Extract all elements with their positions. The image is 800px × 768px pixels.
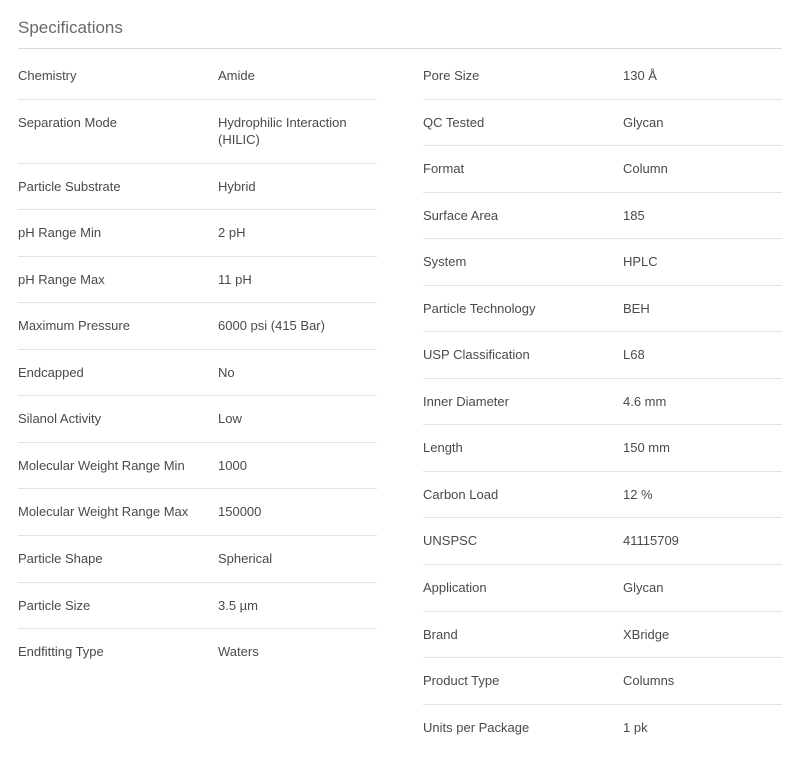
- spec-value: Hydrophilic Interaction (HILIC): [218, 114, 377, 149]
- spec-value: L68: [623, 346, 782, 364]
- spec-label: Endcapped: [18, 364, 218, 382]
- spec-value: 150000: [218, 503, 377, 521]
- spec-row: FormatColumn: [423, 146, 782, 193]
- spec-row: Carbon Load12 %: [423, 472, 782, 519]
- spec-row: UNSPSC41115709: [423, 518, 782, 565]
- spec-label: Maximum Pressure: [18, 317, 218, 335]
- spec-value: 130 Å: [623, 67, 782, 85]
- spec-label: Particle Substrate: [18, 178, 218, 196]
- spec-value: 12 %: [623, 486, 782, 504]
- spec-label: Product Type: [423, 672, 623, 690]
- spec-row: Separation ModeHydrophilic Interaction (…: [18, 100, 377, 164]
- spec-value: Spherical: [218, 550, 377, 568]
- spec-label: Length: [423, 439, 623, 457]
- spec-row: Particle ShapeSpherical: [18, 536, 377, 583]
- spec-label: Carbon Load: [423, 486, 623, 504]
- spec-value: Glycan: [623, 114, 782, 132]
- spec-value: 1 pk: [623, 719, 782, 737]
- spec-row: Silanol ActivityLow: [18, 396, 377, 443]
- spec-value: 41115709: [623, 532, 782, 550]
- spec-row: Maximum Pressure6000 psi (415 Bar): [18, 303, 377, 350]
- spec-label: USP Classification: [423, 346, 623, 364]
- spec-label: Particle Size: [18, 597, 218, 615]
- spec-row: Pore Size130 Å: [423, 53, 782, 100]
- spec-row: Molecular Weight Range Min1000: [18, 443, 377, 490]
- spec-row: ApplicationGlycan: [423, 565, 782, 612]
- spec-value: Hybrid: [218, 178, 377, 196]
- spec-value: 150 mm: [623, 439, 782, 457]
- spec-label: Endfitting Type: [18, 643, 218, 661]
- spec-row: USP ClassificationL68: [423, 332, 782, 379]
- spec-label: Units per Package: [423, 719, 623, 737]
- title-divider: [18, 48, 782, 49]
- specifications-columns: ChemistryAmideSeparation ModeHydrophilic…: [18, 53, 782, 750]
- spec-label: Chemistry: [18, 67, 218, 85]
- spec-label: QC Tested: [423, 114, 623, 132]
- specifications-right-column: Pore Size130 ÅQC TestedGlycanFormatColum…: [423, 53, 782, 750]
- spec-row: BrandXBridge: [423, 612, 782, 659]
- spec-label: Brand: [423, 626, 623, 644]
- spec-row: Inner Diameter4.6 mm: [423, 379, 782, 426]
- spec-row: Molecular Weight Range Max150000: [18, 489, 377, 536]
- spec-value: BEH: [623, 300, 782, 318]
- spec-value: 1000: [218, 457, 377, 475]
- spec-value: No: [218, 364, 377, 382]
- spec-label: Particle Technology: [423, 300, 623, 318]
- spec-row: Particle TechnologyBEH: [423, 286, 782, 333]
- spec-value: 3.5 µm: [218, 597, 377, 615]
- specifications-title: Specifications: [18, 18, 782, 38]
- spec-value: Column: [623, 160, 782, 178]
- spec-label: Silanol Activity: [18, 410, 218, 428]
- spec-label: Separation Mode: [18, 114, 218, 149]
- spec-row: ChemistryAmide: [18, 53, 377, 100]
- spec-value: 6000 psi (415 Bar): [218, 317, 377, 335]
- spec-label: System: [423, 253, 623, 271]
- spec-row: EndcappedNo: [18, 350, 377, 397]
- spec-value: Glycan: [623, 579, 782, 597]
- spec-row: SystemHPLC: [423, 239, 782, 286]
- spec-row: pH Range Min2 pH: [18, 210, 377, 257]
- spec-value: 185: [623, 207, 782, 225]
- spec-label: pH Range Max: [18, 271, 218, 289]
- spec-label: Surface Area: [423, 207, 623, 225]
- spec-label: Molecular Weight Range Max: [18, 503, 218, 521]
- spec-value: Waters: [218, 643, 377, 661]
- spec-row: Length150 mm: [423, 425, 782, 472]
- spec-value: HPLC: [623, 253, 782, 271]
- spec-value: 4.6 mm: [623, 393, 782, 411]
- spec-row: Endfitting TypeWaters: [18, 629, 377, 675]
- spec-row: Particle SubstrateHybrid: [18, 164, 377, 211]
- spec-value: XBridge: [623, 626, 782, 644]
- spec-value: Low: [218, 410, 377, 428]
- spec-label: pH Range Min: [18, 224, 218, 242]
- spec-value: Amide: [218, 67, 377, 85]
- spec-label: Application: [423, 579, 623, 597]
- spec-value: 2 pH: [218, 224, 377, 242]
- spec-label: Inner Diameter: [423, 393, 623, 411]
- specifications-left-column: ChemistryAmideSeparation ModeHydrophilic…: [18, 53, 377, 750]
- spec-row: Surface Area185: [423, 193, 782, 240]
- spec-label: Pore Size: [423, 67, 623, 85]
- spec-value: Columns: [623, 672, 782, 690]
- spec-label: Format: [423, 160, 623, 178]
- spec-row: Particle Size3.5 µm: [18, 583, 377, 630]
- spec-label: UNSPSC: [423, 532, 623, 550]
- spec-row: Product TypeColumns: [423, 658, 782, 705]
- spec-label: Molecular Weight Range Min: [18, 457, 218, 475]
- spec-row: Units per Package1 pk: [423, 705, 782, 751]
- spec-label: Particle Shape: [18, 550, 218, 568]
- spec-value: 11 pH: [218, 271, 377, 289]
- spec-row: QC TestedGlycan: [423, 100, 782, 147]
- spec-row: pH Range Max11 pH: [18, 257, 377, 304]
